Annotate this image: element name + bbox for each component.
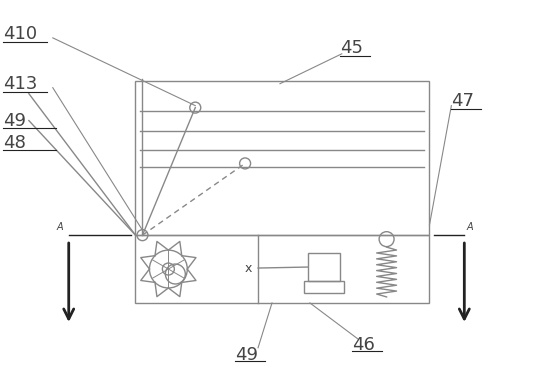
Text: A: A: [57, 222, 63, 232]
Text: A: A: [467, 222, 474, 232]
Text: 413: 413: [3, 75, 38, 93]
Bar: [304, 281, 344, 293]
Bar: [308, 253, 340, 281]
Text: 410: 410: [3, 25, 37, 43]
Bar: [136, 235, 429, 303]
Text: 49: 49: [3, 112, 26, 130]
Text: x: x: [244, 262, 252, 274]
Text: 49: 49: [235, 346, 258, 364]
Text: 48: 48: [3, 134, 26, 153]
Bar: [136, 81, 429, 235]
Text: 45: 45: [340, 39, 363, 57]
Text: 46: 46: [352, 336, 374, 354]
Text: 47: 47: [451, 92, 474, 110]
